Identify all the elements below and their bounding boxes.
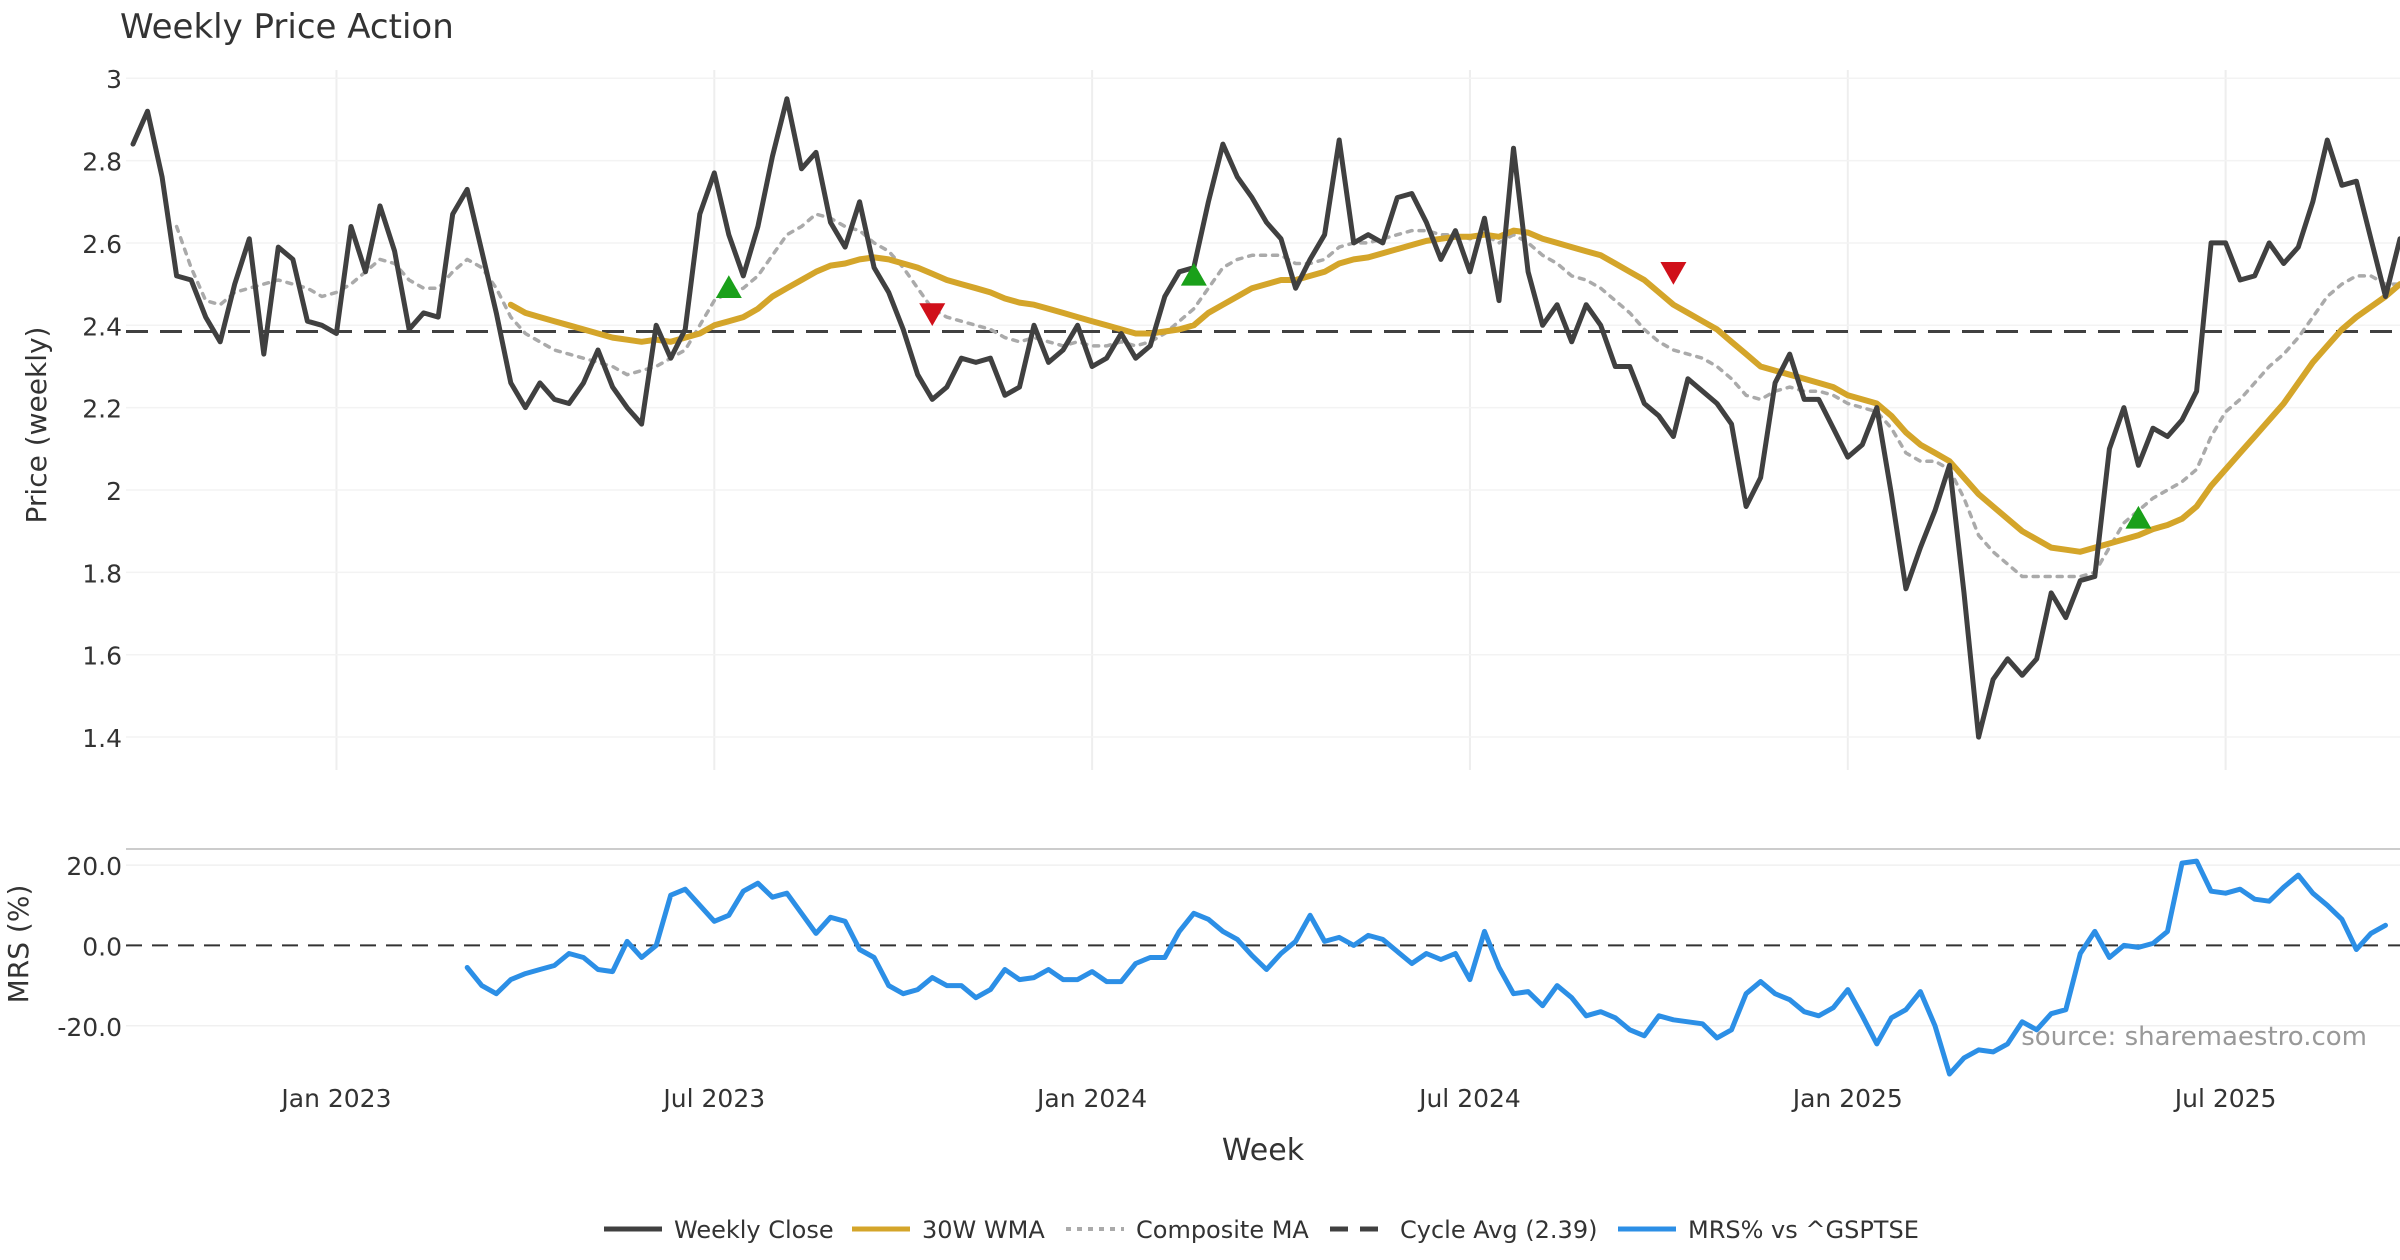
legend-label: Composite MA xyxy=(1136,1216,1309,1244)
x-tick: Jul 2023 xyxy=(661,1084,765,1113)
mrs-series-group xyxy=(464,858,2388,1077)
series-mrs-vs-gsptse xyxy=(464,858,2388,1077)
price-y-tick: 1.8 xyxy=(82,559,122,588)
price-series-group xyxy=(130,96,2400,740)
price-y-axis-label: Price (weekly) xyxy=(20,327,53,524)
price-y-tick: 2.2 xyxy=(82,395,122,424)
price-gridlines xyxy=(126,70,2400,770)
price-y-tick: 2.8 xyxy=(82,148,122,177)
x-tick-labels: Jan 2023 Jul 2023 Jan 2024 Jul 2024 Jan 2025… xyxy=(279,1084,2276,1113)
buy-signal-marker xyxy=(2125,505,2152,529)
mrs-panel: 20.0 0.0 -20.0 MRS (%) source: sharemaestr… xyxy=(2,848,2400,1077)
buy-signal-marker xyxy=(715,275,742,298)
legend: Weekly Close 30W WMA Composite MA Cycle Avg… xyxy=(604,1216,1919,1244)
signal-markers xyxy=(715,262,2152,529)
price-y-tick: 2.4 xyxy=(82,312,122,341)
series-weekly-close xyxy=(130,96,2400,740)
source-label: source: sharemaestro.com xyxy=(2021,1022,2367,1052)
x-tick: Jul 2025 xyxy=(2173,1084,2277,1113)
price-y-tick: 1.4 xyxy=(82,724,122,753)
legend-label: Weekly Close xyxy=(674,1216,834,1244)
price-y-tick-labels: 1.4 1.6 1.8 2 2.2 2.4 2.6 2.8 3 xyxy=(82,65,122,753)
mrs-y-tick: 20.0 xyxy=(66,852,122,881)
legend-label: 30W WMA xyxy=(922,1216,1045,1244)
mrs-y-tick-labels: 20.0 0.0 -20.0 xyxy=(57,852,122,1042)
x-tick: Jan 2023 xyxy=(279,1084,391,1113)
sell-signal-marker xyxy=(919,303,946,326)
mrs-y-axis-label: MRS (%) xyxy=(2,885,35,1004)
buy-signal-marker xyxy=(1180,262,1207,286)
x-tick: Jan 2025 xyxy=(1791,1084,1903,1113)
price-y-tick: 2.6 xyxy=(82,230,122,259)
price-panel: 1.4 1.6 1.8 2 2.2 2.4 2.6 2.8 3 Price (weekly) xyxy=(20,65,2400,770)
mrs-y-tick: 0.0 xyxy=(82,932,122,961)
price-y-tick: 1.6 xyxy=(82,642,122,671)
price-y-tick: 3 xyxy=(106,65,122,94)
mrs-y-tick: -20.0 xyxy=(57,1013,122,1042)
legend-label: Cycle Avg (2.39) xyxy=(1400,1216,1597,1244)
price-y-tick: 2 xyxy=(106,477,122,506)
chart-title: Weekly Price Action xyxy=(120,7,454,47)
sell-signal-marker xyxy=(1660,262,1687,285)
x-tick: Jan 2024 xyxy=(1035,1084,1147,1113)
x-tick: Jul 2024 xyxy=(1417,1084,1521,1113)
x-axis-label: Week xyxy=(1222,1133,1305,1168)
legend-label: MRS% vs ^GSPTSE xyxy=(1688,1216,1919,1244)
